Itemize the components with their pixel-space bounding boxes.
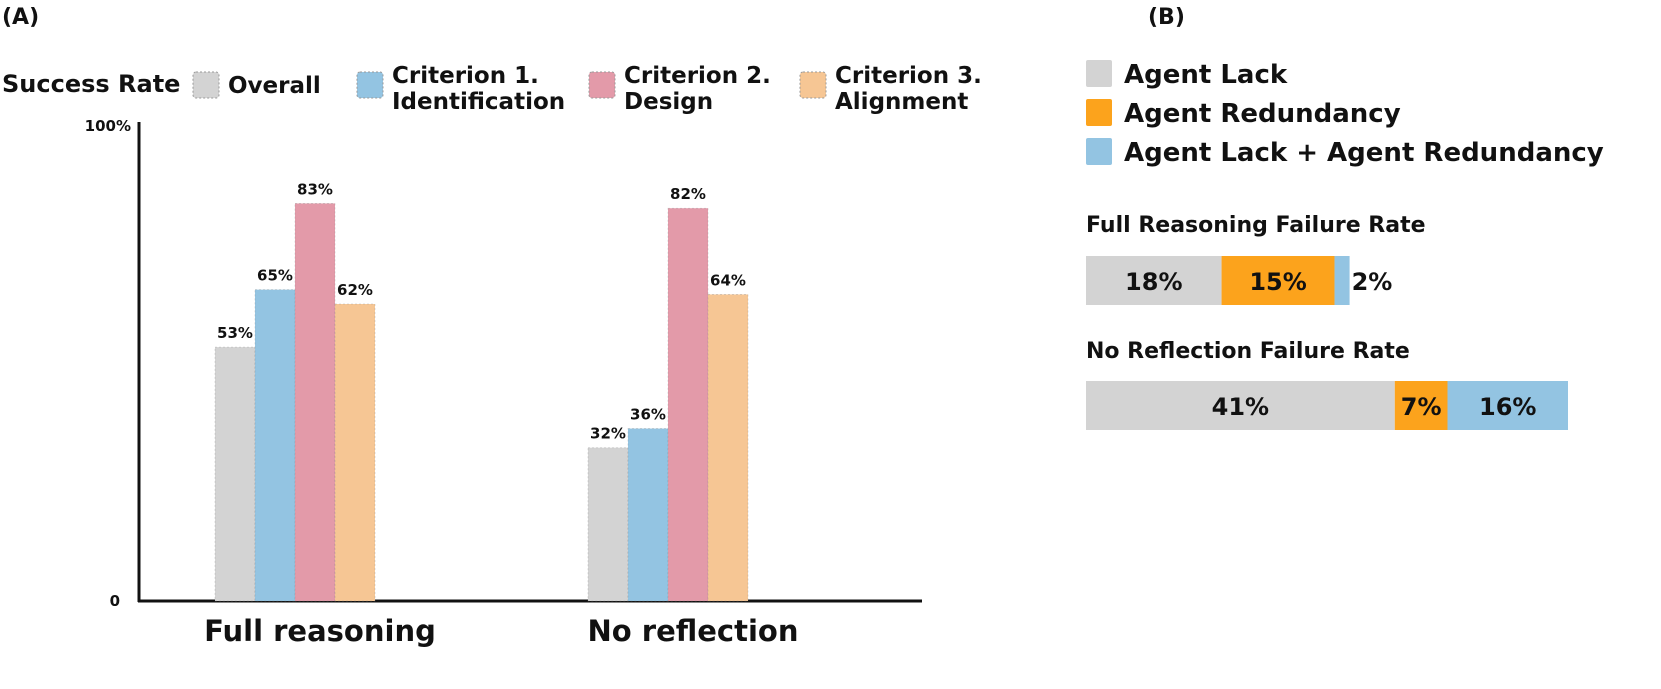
stacked-bar-title: Full Reasoning Failure Rate bbox=[1086, 213, 1426, 238]
bar-value-label: 32% bbox=[590, 425, 626, 443]
failure-rate-stacked-bars: Full Reasoning Failure Rate 18% 15% 2% No Re… bbox=[1086, 213, 1568, 430]
segment-value-label: 2% bbox=[1352, 268, 1393, 296]
bar-no-reflection-criterion-1-identification bbox=[627, 428, 669, 602]
success-rate-bar-chart: 100% 0 53% 65% 83% 62% Full reasoning 32%36% 82%… bbox=[85, 117, 922, 648]
x-category-label: No reflection bbox=[588, 614, 799, 648]
legend-label: Agent Redundancy bbox=[1124, 99, 1401, 129]
bar-full-reasoning-overall bbox=[214, 346, 256, 602]
panel-b-label: (B) bbox=[1148, 5, 1185, 30]
bar-value-label: 83% bbox=[297, 180, 333, 198]
segment-agent-redundancy bbox=[1221, 256, 1335, 305]
panel-a-legend: Overall Criterion 1.Identification Criteri… bbox=[192, 63, 982, 115]
legend-label: Identification bbox=[392, 89, 565, 115]
bar-full-reasoning-criterion-2-design bbox=[294, 203, 336, 602]
segment-agent-redundancy bbox=[1394, 381, 1448, 430]
legend-label: Agent Lack bbox=[1124, 60, 1288, 90]
panel-a-label: (A) bbox=[2, 5, 39, 30]
bar-no-reflection-criterion-3-alignment bbox=[707, 294, 749, 602]
segment-value-label: 18% bbox=[1125, 268, 1182, 296]
legend-label: Alignment bbox=[835, 89, 968, 115]
y-tick-label: 100% bbox=[85, 117, 131, 135]
bar-no-reflection-overall bbox=[587, 447, 629, 602]
legend-label: Criterion 3. bbox=[835, 63, 982, 89]
segment-value-label: 16% bbox=[1479, 393, 1536, 421]
segment-agent-lack-agent-redundancy bbox=[1334, 256, 1350, 305]
bar-value-label: 65% bbox=[257, 267, 293, 285]
legend-label: Agent Lack + Agent Redundancy bbox=[1124, 138, 1604, 168]
panel-a-legend-title: Success Rate bbox=[2, 70, 180, 98]
legend-label: Criterion 2. bbox=[624, 63, 771, 89]
segment-value-label: 15% bbox=[1249, 268, 1306, 296]
bar-value-label: 82% bbox=[670, 185, 706, 203]
bar-full-reasoning-criterion-1-identification bbox=[254, 289, 296, 602]
bar-no-reflection-criterion-2-design bbox=[667, 207, 709, 602]
bar-value-label: 53% bbox=[217, 324, 253, 342]
bar-value-label: 62% bbox=[337, 281, 373, 299]
legend-swatch-agent-redundancy bbox=[1086, 99, 1112, 126]
segment-value-label: 7% bbox=[1401, 393, 1442, 421]
panel-b-legend: Agent Lack Agent Redundancy Agent Lack + A… bbox=[1086, 60, 1604, 168]
legend-swatch-criterion-3 bbox=[799, 71, 827, 99]
segment-agent-lack bbox=[1086, 256, 1222, 305]
x-category-label: Full reasoning bbox=[204, 614, 436, 648]
segment-value-label: 41% bbox=[1212, 393, 1269, 421]
legend-swatch-agent-lack bbox=[1086, 60, 1112, 87]
legend-label: Design bbox=[624, 89, 713, 115]
legend-label: Criterion 1. bbox=[392, 63, 539, 89]
segment-agent-lack bbox=[1086, 381, 1395, 430]
bar-full-reasoning-criterion-3-alignment bbox=[334, 303, 376, 602]
legend-swatch-overall bbox=[192, 71, 220, 99]
legend-swatch-criterion-1 bbox=[356, 71, 384, 99]
legend-swatch-criterion-2 bbox=[588, 71, 616, 99]
legend-swatch-agent-lack-agent-redundancy bbox=[1086, 138, 1112, 165]
bar-value-label: 64% bbox=[710, 271, 746, 289]
legend-label: Overall bbox=[228, 73, 321, 99]
segment-agent-lack-agent-redundancy bbox=[1447, 381, 1568, 430]
bar-value-label: 36% bbox=[630, 406, 666, 424]
y-tick-label: 0 bbox=[110, 592, 120, 610]
stacked-bar-title: No Reflection Failure Rate bbox=[1086, 339, 1410, 364]
